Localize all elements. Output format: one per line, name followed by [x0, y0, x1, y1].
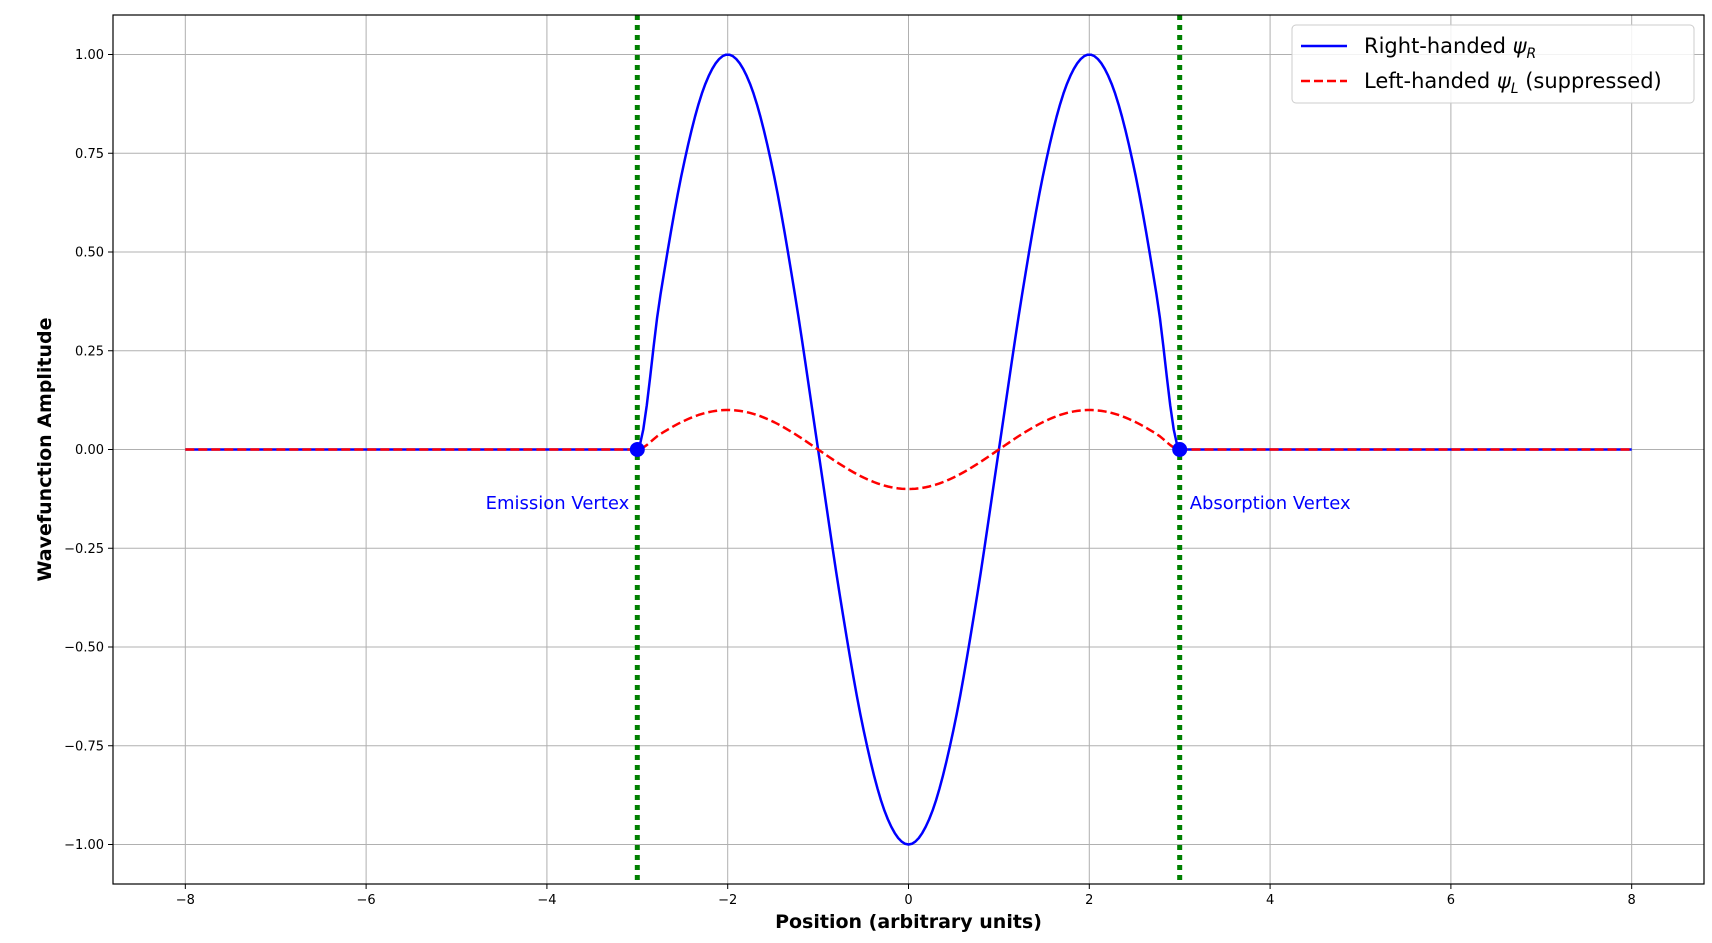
annotations: Emission Vertex Absorption Vertex — [486, 493, 1351, 514]
y-axis-label: Wavefunction Amplitude — [34, 318, 56, 582]
legend-label-part: L — [1511, 81, 1519, 97]
series-lines — [185, 53, 1632, 846]
y-tick-label: 0.00 — [75, 443, 104, 458]
legend-label-part: ψ — [1513, 34, 1528, 58]
x-tick-label: 8 — [1628, 893, 1636, 908]
x-tick-label: −2 — [718, 893, 737, 908]
y-tick-label: 0.50 — [75, 246, 104, 261]
x-tick-label: −4 — [537, 893, 556, 908]
y-tick-label: −0.50 — [64, 641, 104, 656]
legend-label-part: (suppressed) — [1519, 69, 1662, 93]
x-tick-label: −6 — [357, 893, 376, 908]
x-axis-label: Position (arbitrary units) — [775, 911, 1042, 933]
x-tick-label: 4 — [1266, 893, 1274, 908]
y-tick-label: 0.25 — [75, 344, 104, 359]
y-tick-label: −1.00 — [64, 838, 104, 853]
x-tick-label: 0 — [904, 893, 912, 908]
left-handed-series-line — [185, 408, 1632, 491]
axis-ticks: −8 −6 −4 −2 0 2 4 6 8 1.00 0.75 0.50 0.25 0.00 −0.25 −0… — [64, 48, 1636, 908]
y-tick-label: 0.75 — [75, 147, 104, 162]
x-tick-label: 6 — [1447, 893, 1455, 908]
vertex-annotation: Emission Vertex — [486, 493, 630, 514]
vertex-annotation: Absorption Vertex — [1190, 493, 1351, 514]
y-tick-label: −0.25 — [64, 542, 104, 557]
vertex-point — [1172, 442, 1188, 457]
legend-label: Left-handed ψL (suppressed) — [1364, 69, 1662, 97]
legend-label-part: ψ — [1497, 69, 1512, 93]
y-tick-label: 1.00 — [75, 48, 104, 63]
legend-box — [1291, 24, 1695, 104]
legend-label-part: R — [1526, 46, 1536, 62]
y-tick-label: −0.75 — [64, 739, 104, 754]
legend-label-part: Left-handed — [1364, 69, 1497, 93]
x-tick-label: 2 — [1085, 893, 1093, 908]
legend-label-part: Right-handed — [1364, 34, 1513, 58]
vertex-point — [629, 442, 645, 457]
legend-label: Right-handed ψR — [1364, 34, 1536, 62]
x-tick-label: −8 — [176, 893, 195, 908]
vertex-points — [629, 442, 1188, 457]
